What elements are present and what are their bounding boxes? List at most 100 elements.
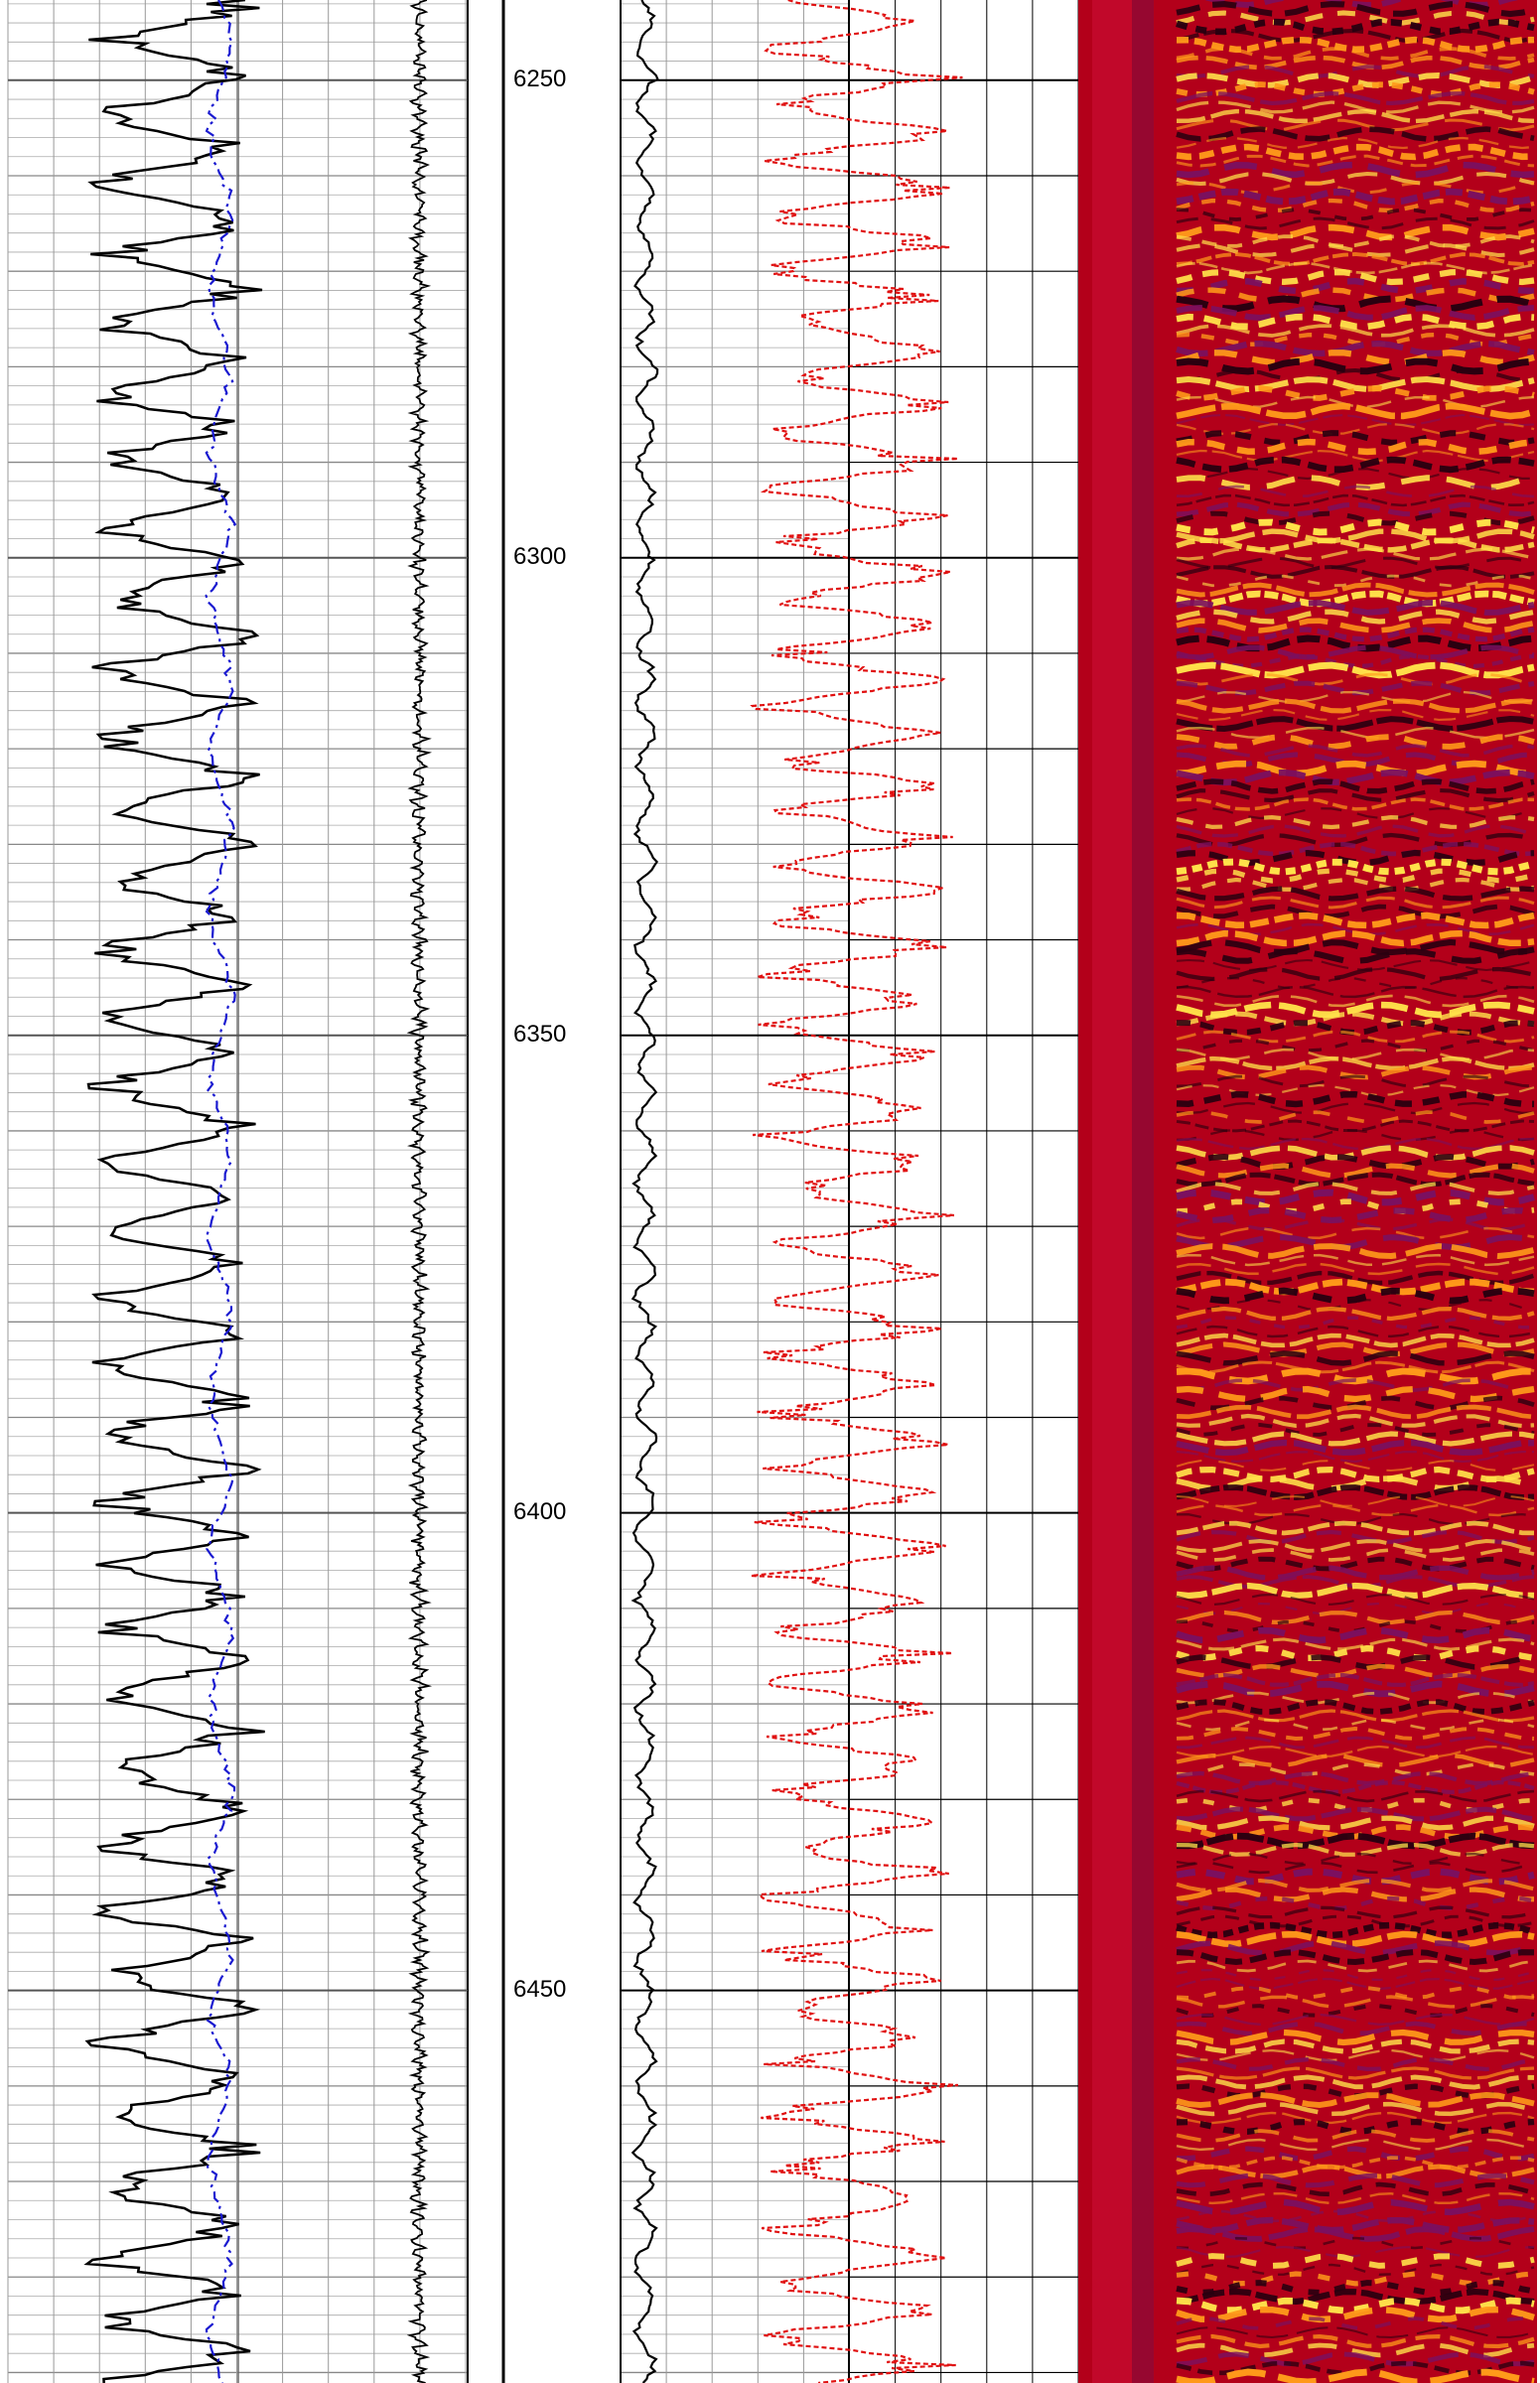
image-stripe [1176, 1466, 1535, 1483]
grid [7, 0, 1079, 2383]
image-stripe [1176, 1460, 1535, 1472]
image-stripe [1176, 528, 1535, 544]
image-stripe [1176, 600, 1535, 616]
image-stripe [1176, 958, 1535, 972]
image-stripe [1176, 644, 1535, 660]
image-stripe [1176, 672, 1535, 686]
image-stripe [1176, 1039, 1535, 1052]
image-stripe [1176, 2074, 1535, 2090]
image-stripe [1176, 1986, 1535, 2000]
image-stripe [1176, 858, 1535, 876]
image-stripe [1176, 1243, 1535, 1259]
image-stripe [1176, 1699, 1535, 1715]
image-stripe [1176, 1868, 1535, 1886]
image-stripe [1176, 55, 1535, 70]
image-stripe [1176, 1137, 1535, 1151]
image-stripe [1176, 118, 1535, 132]
image-stripe [1176, 223, 1535, 241]
image-stripe [1176, 1217, 1535, 1231]
image-stripe [1176, 814, 1535, 830]
image-stripe [1176, 313, 1535, 331]
image-stripe [1176, 904, 1535, 919]
image-stripe [1176, 2101, 1535, 2117]
image-stripe [1176, 698, 1535, 714]
image-stripe [1176, 1074, 1535, 1088]
image-stripe [1176, 2288, 1535, 2306]
image-stripe [1176, 1278, 1535, 1296]
image-stripe [1176, 609, 1535, 625]
image-stripe [1176, 1484, 1535, 1500]
image-stripe [1176, 65, 1535, 78]
image-stripe [1176, 627, 1535, 642]
image-stripe [1176, 1128, 1535, 1142]
image-stripe [1176, 1593, 1535, 1607]
image-stripe [1176, 402, 1535, 420]
image-stripe [1176, 1101, 1535, 1115]
image-stripe [1176, 2253, 1535, 2269]
image-stripe [1176, 1895, 1535, 1911]
image-stripe [1176, 1503, 1535, 1517]
image-stripe [1176, 1350, 1535, 1366]
image-stripe [1176, 510, 1535, 526]
image-stripe [1176, 1745, 1535, 1758]
image-stripe [1176, 485, 1535, 498]
image-stripe [1176, 929, 1535, 947]
image-stripe [1176, 2146, 1535, 2162]
image-stripe [1176, 47, 1535, 61]
image-stripe [1176, 1020, 1535, 1036]
image-stripe [1176, 216, 1535, 230]
image-stripe [1176, 832, 1535, 848]
image-stripe [1176, 1145, 1535, 1161]
image-stripe [1176, 1779, 1535, 1795]
image-stripe [1176, 1233, 1535, 1251]
image-stripe [1176, 430, 1535, 446]
image-stripe [1176, 1360, 1535, 1374]
image-stripe [1176, 2066, 1535, 2080]
image-stripe [1176, 1439, 1534, 1457]
image-stripe [1176, 126, 1535, 142]
image-stripe [1176, 268, 1535, 286]
image-stripe [1176, 1565, 1535, 1581]
image-stripe [1176, 726, 1535, 740]
image-stripe [1176, 1995, 1535, 2009]
depth-label: 6350 [513, 1021, 566, 1048]
image-stripe [1176, 1413, 1535, 1429]
curve [83, 0, 265, 2383]
depth-label: 6400 [513, 1498, 566, 1525]
image-stripe [1176, 1, 1535, 18]
image-stripe [1176, 1163, 1535, 1179]
image-stripe [1176, 2181, 1535, 2197]
depth-label: 6300 [513, 543, 566, 570]
image-stripe [1176, 1770, 1535, 1786]
image-stripe [1176, 349, 1535, 366]
image-stripe [1176, 242, 1535, 258]
image-stripe [1176, 2351, 1535, 2367]
image-stripe [1176, 2056, 1535, 2072]
image-stripe [1176, 1672, 1535, 1687]
image-stripe [1176, 1306, 1535, 1322]
curve [630, 0, 659, 2383]
image-stripe [1176, 1602, 1535, 1615]
image-stripe [1176, 2173, 1535, 2188]
image-stripe [1176, 1404, 1535, 1420]
image-stripe [1176, 2156, 1535, 2170]
image-stripe [1176, 1861, 1535, 1875]
image-stripe [1176, 690, 1535, 704]
image-stripe [1176, 287, 1535, 303]
image-stripe [1176, 1385, 1535, 1403]
image-stripe [1176, 824, 1535, 838]
image-stripe [1176, 81, 1535, 97]
image-stripe [1176, 947, 1535, 965]
image-stripe [1176, 2316, 1535, 2330]
image-stripe [1176, 449, 1535, 463]
image-stripe [1176, 2306, 1535, 2323]
image-stripe [1176, 715, 1535, 733]
image-stripe [1176, 1752, 1535, 1768]
image-stripe [1176, 1539, 1535, 1553]
image-stripe [1176, 2129, 1535, 2143]
image-stripe [1176, 868, 1535, 884]
image-stripe [1176, 1198, 1535, 1214]
image-stripe [1176, 1181, 1535, 1196]
image-stripe [1176, 1582, 1535, 1600]
